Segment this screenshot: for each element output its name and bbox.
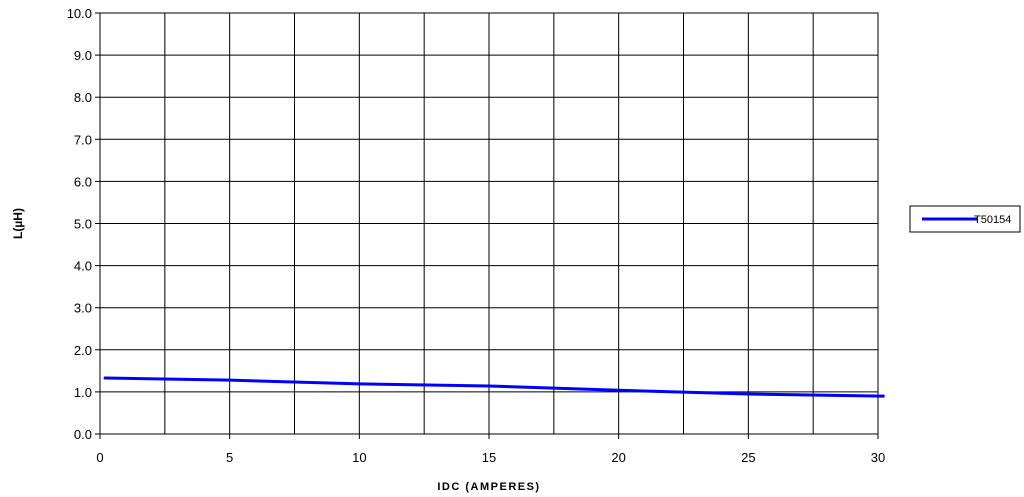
y-axis-title: L(µH) bbox=[11, 208, 25, 239]
data-point bbox=[228, 378, 232, 382]
y-tick-label: 1.0 bbox=[74, 385, 92, 400]
data-point bbox=[103, 376, 107, 380]
data-point bbox=[746, 392, 750, 396]
series-layer bbox=[103, 376, 885, 398]
y-tick-label: 2.0 bbox=[74, 343, 92, 358]
x-tick-label: 15 bbox=[482, 450, 496, 465]
data-point bbox=[487, 384, 491, 388]
legend-label: T50154 bbox=[974, 214, 1011, 226]
y-axis: 0.0 1.0 2.0 3.0 4.0 5.0 6.0 7.0 8.0 9.0 10.0 bbox=[67, 6, 100, 442]
y-tick-label: 8.0 bbox=[74, 90, 92, 105]
y-tick-label: 4.0 bbox=[74, 259, 92, 274]
x-tick-label: 0 bbox=[96, 450, 103, 465]
grid bbox=[99, 12, 879, 435]
x-tick-label: 25 bbox=[741, 450, 755, 465]
y-tick-label: 7.0 bbox=[74, 132, 92, 147]
x-tick-label: 10 bbox=[352, 450, 366, 465]
x-tick-label: 30 bbox=[871, 450, 885, 465]
y-tick-label: 9.0 bbox=[74, 48, 92, 63]
x-axis-title: IDC (AMPERES) bbox=[437, 481, 540, 493]
data-point bbox=[357, 382, 361, 386]
y-tick-label: 3.0 bbox=[74, 301, 92, 316]
data-point bbox=[617, 388, 621, 392]
x-axis: 0 5 10 15 20 25 30 bbox=[96, 434, 885, 465]
y-tick-label: 6.0 bbox=[74, 174, 92, 189]
x-tick-label: 5 bbox=[226, 450, 233, 465]
legend: T50154 bbox=[909, 205, 1021, 233]
series-line bbox=[103, 376, 885, 398]
y-tick-label: 10.0 bbox=[67, 6, 92, 21]
data-point bbox=[881, 394, 885, 398]
y-tick-label: 0.0 bbox=[74, 427, 92, 442]
y-tick-label: 5.0 bbox=[74, 217, 92, 232]
x-tick-label: 20 bbox=[611, 450, 625, 465]
